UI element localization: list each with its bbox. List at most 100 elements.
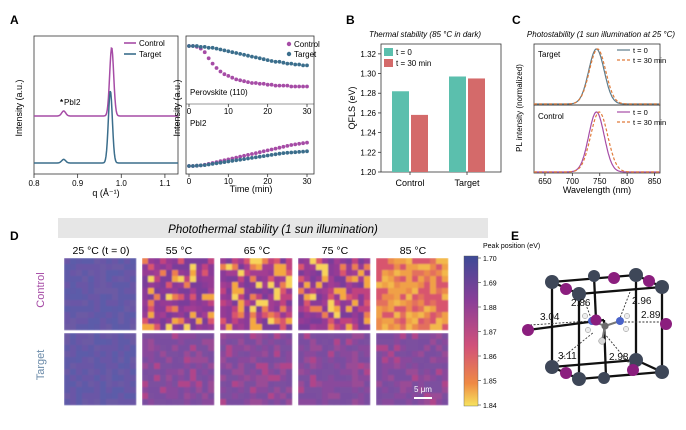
data-point (289, 84, 294, 89)
map-pixel (202, 306, 209, 313)
map-pixel (244, 333, 251, 340)
map-pixel (310, 300, 317, 307)
map-pixel (310, 375, 317, 382)
map-pixel (88, 387, 95, 394)
map-pixel (178, 264, 185, 271)
map-pixel (418, 333, 425, 340)
data-point (187, 44, 191, 48)
map-pixel (400, 399, 407, 406)
map-pixel (352, 345, 359, 352)
colorbar-tick-label: 1.69 (483, 281, 497, 288)
map-pixel (124, 369, 131, 376)
map-pixel (154, 288, 161, 295)
map-pixel (76, 399, 83, 406)
map-pixel (148, 300, 155, 307)
map-pixel (346, 324, 353, 331)
map-pixel (382, 324, 389, 331)
map-pixel (118, 333, 125, 340)
map-pixel (148, 357, 155, 364)
map-pixel (418, 270, 425, 277)
map-pixel (148, 333, 155, 340)
map-pixel (166, 345, 173, 352)
map-pixel (406, 381, 413, 388)
map-pixel (262, 393, 269, 400)
y-tick-label: 1.28 (360, 89, 376, 98)
data-point (265, 153, 270, 158)
map-pixel (100, 318, 107, 325)
map-pixel (334, 345, 341, 352)
column-header: 75 °C (322, 245, 349, 257)
map-pixel (244, 264, 251, 271)
map-pixel (130, 276, 137, 283)
map-pixel (166, 333, 173, 340)
map-pixel (358, 312, 365, 319)
data-point (261, 81, 266, 86)
map-pixel (316, 324, 323, 331)
map-pixel (172, 387, 179, 394)
map-pixel (280, 345, 287, 352)
map-pixel (376, 258, 383, 265)
map-pixel (388, 333, 395, 340)
map-pixel (436, 333, 443, 340)
map-pixel (88, 276, 95, 283)
map-pixel (112, 393, 119, 400)
data-point (281, 83, 286, 88)
map-pixel (382, 258, 389, 265)
map-pixel (172, 369, 179, 376)
map-pixel (304, 363, 311, 370)
map-pixel (178, 324, 185, 331)
legend-t30: t = 30 min (633, 56, 666, 65)
map-pixel (286, 264, 293, 271)
colorbar-tick-label: 1.88 (483, 305, 497, 312)
map-pixel (64, 393, 71, 400)
map-pixel (220, 339, 227, 346)
map-pixel (280, 300, 287, 307)
map-pixel (412, 381, 419, 388)
map-pixel (106, 381, 113, 388)
map-pixel (118, 369, 125, 376)
map-pixel (364, 264, 371, 271)
map-pixel (100, 324, 107, 331)
map-pixel (412, 339, 419, 346)
map-pixel (100, 264, 107, 271)
map-pixel (256, 276, 263, 283)
map-pixel (334, 381, 341, 388)
map-pixel (196, 393, 203, 400)
map-pixel (328, 300, 335, 307)
map-pixel (322, 276, 329, 283)
map-pixel (190, 288, 197, 295)
map-pixel (202, 282, 209, 289)
map-pixel (286, 318, 293, 325)
map-pixel (64, 318, 71, 325)
map-pixel (334, 306, 341, 313)
map-pixel (382, 339, 389, 346)
map-pixel (70, 369, 77, 376)
map-pixel (118, 393, 125, 400)
map-pixel (244, 294, 251, 301)
map-pixel (256, 312, 263, 319)
map-pixel (148, 381, 155, 388)
map-pixel (250, 306, 257, 313)
map-pixel (274, 312, 281, 319)
map-pixel (268, 363, 275, 370)
map-pixel (70, 300, 77, 307)
map-pixel (178, 339, 185, 346)
map-pixel (298, 270, 305, 277)
data-point (242, 157, 246, 162)
map-pixel (400, 357, 407, 364)
map-pixel (76, 294, 83, 301)
map-pixel (376, 294, 383, 301)
pb-atoms (545, 268, 669, 386)
map-pixel (124, 318, 131, 325)
map-pixel (442, 357, 449, 364)
map-pixel (94, 345, 101, 352)
i-atoms (522, 272, 672, 379)
map-pixel (154, 324, 161, 331)
data-point (226, 159, 231, 164)
map-pixel (166, 351, 173, 358)
map-pixel (298, 264, 305, 271)
map-pixel (124, 264, 131, 271)
map-pixel (190, 270, 197, 277)
map-pixel (358, 264, 365, 271)
